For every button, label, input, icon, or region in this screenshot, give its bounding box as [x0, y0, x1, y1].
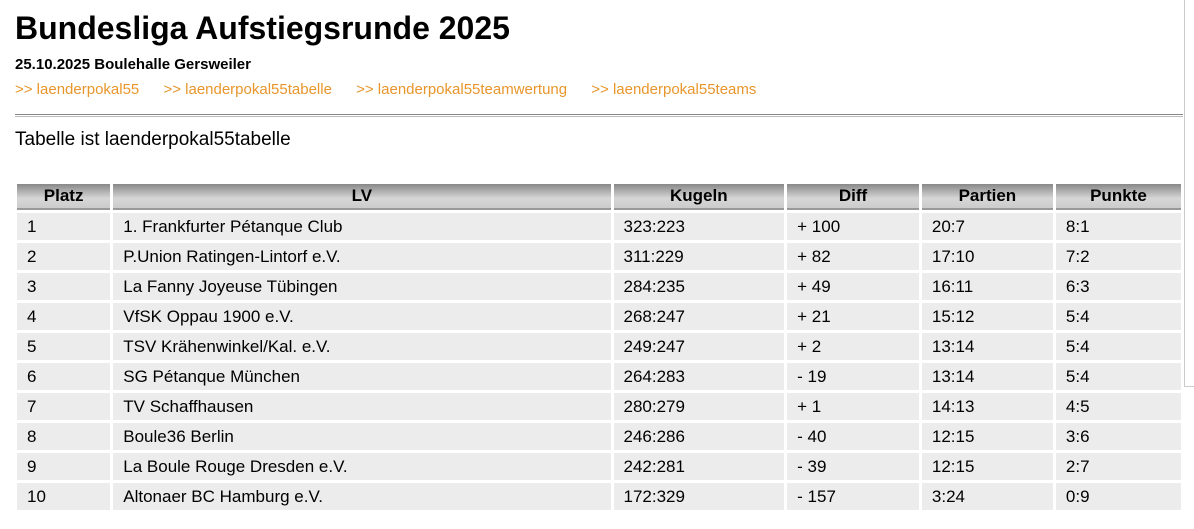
cell-punkte: 8:1 — [1055, 213, 1181, 240]
table-row: 6 SG Pétanque München 264:283- 19 13:14 5:4 — [17, 363, 1181, 390]
cell-platz: 3 — [17, 273, 111, 300]
cell-kugeln: 311:229 — [613, 243, 785, 270]
cell-platz: 1 — [17, 213, 111, 240]
cell-kugeln: 280:279 — [613, 393, 785, 420]
cell-partien: 13:14 — [921, 363, 1053, 390]
cell-lv: SG Pétanque München — [113, 363, 611, 390]
cell-kugeln: 249:247 — [613, 333, 785, 360]
table-row: 7 TV Schaffhausen 280:279 + 1 14:13 4:5 — [17, 393, 1181, 420]
cell-diff: - 39 — [787, 453, 919, 480]
cell-punkte: 5:4 — [1055, 333, 1181, 360]
cell-punkte: 4:5 — [1055, 393, 1181, 420]
cell-platz: 5 — [17, 333, 111, 360]
cell-partien: 16:11 — [921, 273, 1053, 300]
cell-diff: + 1 — [787, 393, 919, 420]
table-row: 8 Boule36 Berlin 246:286- 40 12:15 3:6 — [17, 423, 1181, 450]
cell-diff: + 100 — [787, 213, 919, 240]
table-row: 10 Altonaer BC Hamburg e.V. 172:329- 157 3:… — [17, 483, 1181, 510]
link-laenderpokal55teams[interactable]: >> laenderpokal55teams — [591, 81, 757, 98]
cell-kugeln: 268:247 — [613, 303, 785, 330]
cell-lv: VfSK Oppau 1900 e.V. — [113, 303, 611, 330]
cell-diff: + 21 — [787, 303, 919, 330]
link-laenderpokal55tabelle[interactable]: >> laenderpokal55tabelle — [163, 81, 332, 98]
column-header-lv: LV — [113, 184, 611, 210]
cell-diff: + 82 — [787, 243, 919, 270]
cell-punkte: 3:6 — [1055, 423, 1181, 450]
frame-border-corner — [1184, 386, 1194, 387]
link-laenderpokal55teamwertung[interactable]: >> laenderpokal55teamwertung — [356, 81, 568, 98]
column-header-kugeln: Kugeln — [613, 184, 785, 210]
page-title: Bundesliga Aufstiegsrunde 2025 — [15, 10, 510, 46]
table-row: 3 La Fanny Joyeuse Tübingen 284:235 + 49 16:… — [17, 273, 1181, 300]
table-caption: Tabelle ist laenderpokal55tabelle — [15, 129, 291, 150]
cell-kugeln: 246:286 — [613, 423, 785, 450]
cell-punkte: 7:2 — [1055, 243, 1181, 270]
column-header-platz: Platz — [17, 184, 111, 210]
cell-platz: 2 — [17, 243, 111, 270]
cell-punkte: 6:3 — [1055, 273, 1181, 300]
cell-partien: 14:13 — [921, 393, 1053, 420]
cell-platz: 8 — [17, 423, 111, 450]
cell-lv: TSV Krähenwinkel/Kal. e.V. — [113, 333, 611, 360]
table-row: 4 VfSK Oppau 1900 e.V. 268:247 + 21 15:12 5:4 — [17, 303, 1181, 330]
table-row: 1 1. Frankfurter Pétanque Club 323:223 + 10… — [17, 213, 1181, 240]
cell-kugeln: 172:329 — [613, 483, 785, 510]
divider — [15, 114, 1183, 117]
cell-lv: TV Schaffhausen — [113, 393, 611, 420]
cell-lv: Boule36 Berlin — [113, 423, 611, 450]
frame-border — [1184, 0, 1185, 386]
cell-diff: - 40 — [787, 423, 919, 450]
cell-platz: 4 — [17, 303, 111, 330]
cell-kugeln: 242:281 — [613, 453, 785, 480]
table-row: 9 La Boule Rouge Dresden e.V. 242:281- 39 1… — [17, 453, 1181, 480]
table-row: 2 P.Union Ratingen-Lintorf e.V. 311:229 + 8… — [17, 243, 1181, 270]
nav-links: >> laenderpokal55 >> laenderpokal55tabel… — [15, 81, 776, 98]
table-header-row: Platz LV Kugeln Diff Partien Punkte — [17, 184, 1181, 210]
standings-table: Platz LV Kugeln Diff Partien Punkte 1 1. Frank… — [14, 181, 1184, 513]
cell-partien: 20:7 — [921, 213, 1053, 240]
cell-partien: 13:14 — [921, 333, 1053, 360]
column-header-punkte: Punkte — [1055, 184, 1181, 210]
cell-lv: 1. Frankfurter Pétanque Club — [113, 213, 611, 240]
cell-platz: 9 — [17, 453, 111, 480]
cell-diff: - 157 — [787, 483, 919, 510]
cell-kugeln: 264:283 — [613, 363, 785, 390]
cell-kugeln: 284:235 — [613, 273, 785, 300]
cell-diff: + 49 — [787, 273, 919, 300]
cell-platz: 7 — [17, 393, 111, 420]
cell-platz: 6 — [17, 363, 111, 390]
cell-lv: La Fanny Joyeuse Tübingen — [113, 273, 611, 300]
link-laenderpokal55[interactable]: >> laenderpokal55 — [15, 81, 140, 98]
cell-lv: La Boule Rouge Dresden e.V. — [113, 453, 611, 480]
cell-partien: 12:15 — [921, 423, 1053, 450]
cell-punkte: 5:4 — [1055, 303, 1181, 330]
cell-diff: + 2 — [787, 333, 919, 360]
event-subtitle: 25.10.2025 Boulehalle Gersweiler — [15, 56, 251, 73]
cell-partien: 3:24 — [921, 483, 1053, 510]
cell-diff: - 19 — [787, 363, 919, 390]
cell-partien: 12:15 — [921, 453, 1053, 480]
table-row: 5 TSV Krähenwinkel/Kal. e.V. 249:247 + 2 13:… — [17, 333, 1181, 360]
cell-kugeln: 323:223 — [613, 213, 785, 240]
cell-partien: 17:10 — [921, 243, 1053, 270]
cell-lv: P.Union Ratingen-Lintorf e.V. — [113, 243, 611, 270]
column-header-partien: Partien — [921, 184, 1053, 210]
cell-punkte: 0:9 — [1055, 483, 1181, 510]
cell-lv: Altonaer BC Hamburg e.V. — [113, 483, 611, 510]
cell-punkte: 5:4 — [1055, 363, 1181, 390]
cell-platz: 10 — [17, 483, 111, 510]
column-header-diff: Diff — [787, 184, 919, 210]
cell-punkte: 2:7 — [1055, 453, 1181, 480]
cell-partien: 15:12 — [921, 303, 1053, 330]
